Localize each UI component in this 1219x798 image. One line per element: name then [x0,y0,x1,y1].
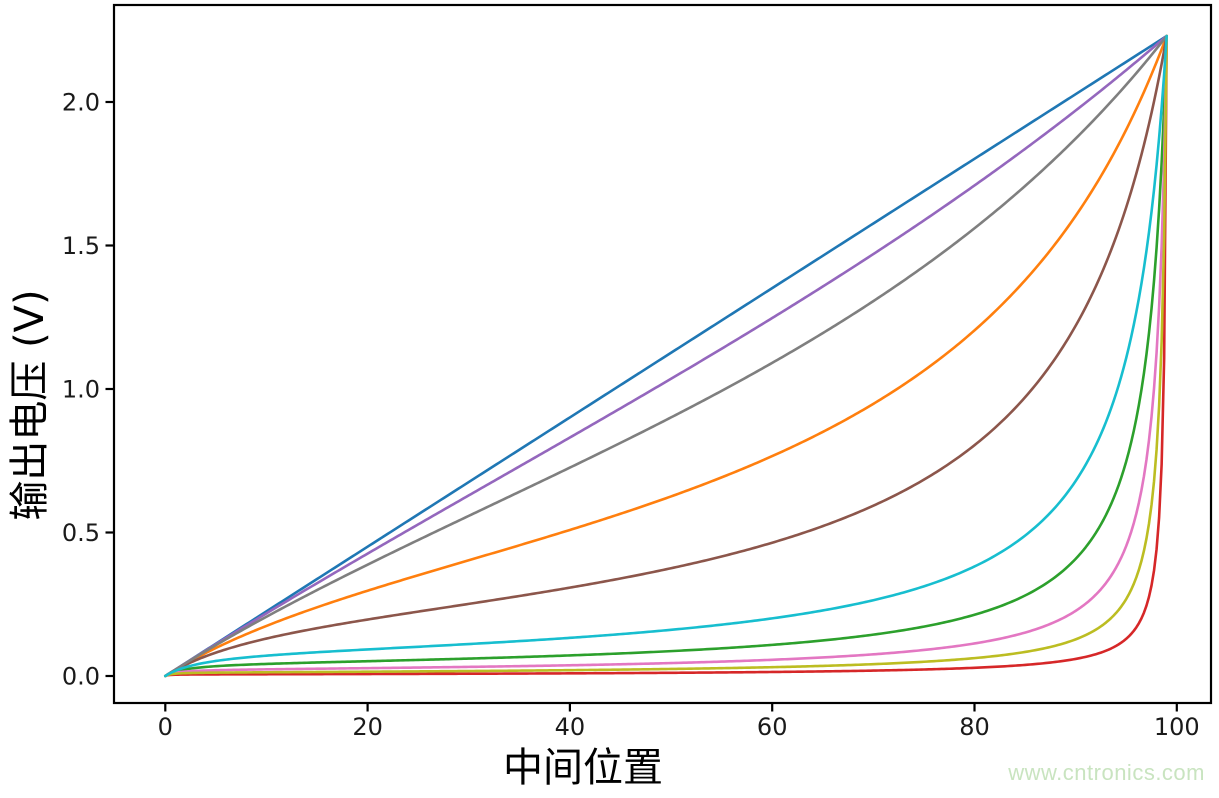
y-tick-label-2: 2.0 [62,89,100,117]
x-tick-label-100: 100 [1154,713,1200,741]
curve-blue [164,34,1168,678]
y-tick-label-1: 1.0 [62,376,100,404]
y-tick-label-1.5: 1.5 [62,232,100,260]
x-tick-label-20: 20 [352,713,383,741]
y-tick-label-0.5: 0.5 [62,519,100,547]
x-tick-label-40: 40 [555,713,586,741]
curve-pink [164,34,1168,678]
curve-gray [164,34,1168,678]
plot-border [112,3,1213,705]
curve-green [164,34,1168,678]
y-tick-label-0: 0.0 [62,663,100,691]
x-tick-label-0: 0 [158,713,173,741]
watermark: www.cntronics.com [1008,760,1205,785]
y-axis-label: 输出电压 (V) [7,289,53,521]
x-tick-label-80: 80 [959,713,990,741]
x-tick-label-60: 60 [757,713,788,741]
curve-olive [164,34,1168,678]
x-axis-label: 中间位置 [503,745,663,791]
curve-red [164,34,1168,678]
curve-purple [164,34,1168,678]
curve-cyan [164,34,1168,678]
curve-brown [164,34,1168,678]
curve-orange [164,34,1168,678]
